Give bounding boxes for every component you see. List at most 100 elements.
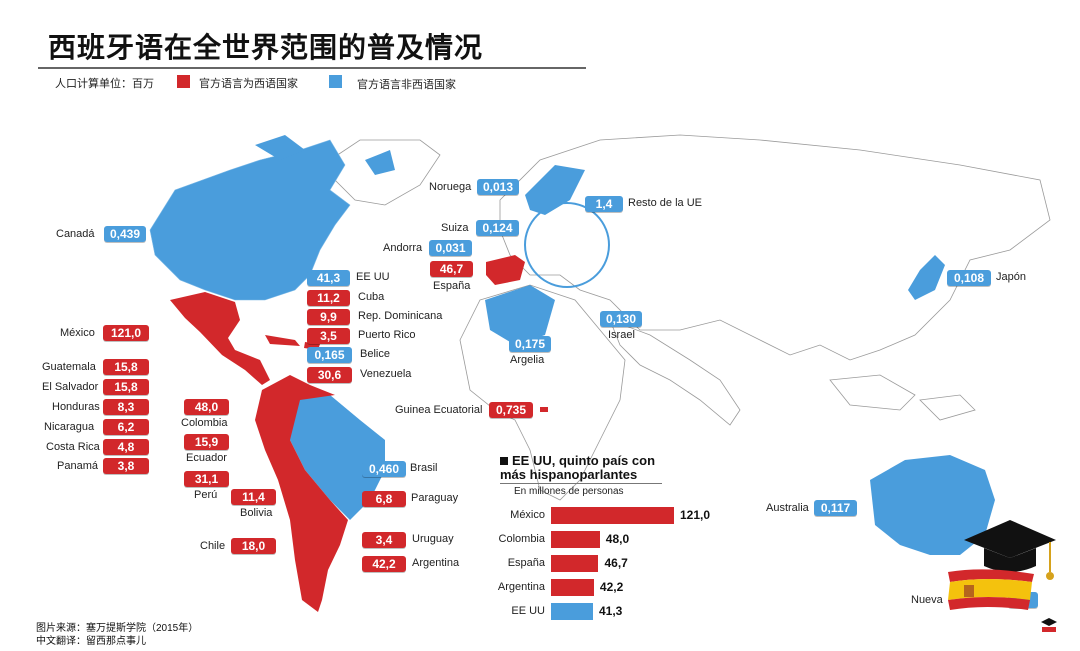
- value-tag-panama: 3,8: [103, 458, 149, 474]
- value-tag-ee-uu: 41,3: [307, 270, 350, 286]
- inset-square-marker: [500, 457, 508, 465]
- value-tag-brasil: 0,460: [362, 461, 406, 477]
- country-name-belice: Belice: [360, 348, 390, 360]
- value-tag-ecuador: 15,9: [184, 434, 229, 450]
- brazil-shape: [290, 395, 385, 520]
- inset-title: EE UU, quinto país con más hispanoparlan…: [500, 454, 655, 482]
- country-name-brasil: Brasil: [410, 462, 438, 474]
- country-name-uruguay: Uruguay: [412, 533, 454, 545]
- country-name-mexico: México: [60, 327, 95, 339]
- country-name-cuba: Cuba: [358, 291, 385, 303]
- country-name-espana: España: [433, 280, 471, 292]
- inset-bar-label: Argentina: [497, 581, 545, 593]
- mexico-shape: [170, 292, 270, 385]
- country-name-guatemala: Guatemala: [42, 361, 96, 373]
- country-name-costa-rica: Costa Rica: [46, 441, 100, 453]
- country-name-resto-de-la-ue: Resto de la UE: [628, 197, 702, 209]
- inset-bar: [551, 579, 594, 596]
- norway-shape: [525, 165, 585, 215]
- country-name-peru: Perú: [194, 489, 218, 501]
- value-tag-resto-de-la-ue: 1,4: [585, 196, 623, 212]
- spain-shape: [486, 255, 525, 285]
- value-tag-chile: 18,0: [231, 538, 276, 554]
- country-name-rep-dominicana: Rep. Dominicana: [358, 310, 443, 322]
- country-name-canada: Canadá: [56, 228, 95, 240]
- title-divider: [38, 67, 586, 69]
- value-tag-andorra: 0,031: [429, 240, 472, 256]
- value-tag-uruguay: 3,4: [362, 532, 406, 548]
- value-tag-noruega: 0,013: [477, 179, 519, 195]
- inset-bar: [551, 531, 600, 548]
- country-name-andorra: Andorra: [383, 242, 423, 254]
- source-line: 图片来源：塞万提斯学院（2015年）: [36, 623, 199, 634]
- value-tag-canada: 0,439: [104, 226, 146, 242]
- japan-shape: [908, 255, 945, 300]
- translation-line: 中文翻译：留西那点事儿: [36, 636, 146, 647]
- inset-bar-label: Colombia: [498, 533, 545, 545]
- corner-logo-icon: [1041, 618, 1057, 632]
- country-name-puerto-rico: Puerto Rico: [358, 329, 416, 341]
- graduation-cap-icon: [964, 520, 1056, 580]
- value-tag-argentina: 42,2: [362, 556, 406, 572]
- country-name-panama: Panamá: [57, 460, 98, 472]
- country-name-venezuela: Venezuela: [360, 368, 412, 380]
- value-tag-bolivia: 11,4: [231, 489, 276, 505]
- inset-subtitle: En millones de personas: [514, 486, 624, 497]
- inset-divider: [500, 483, 662, 484]
- value-tag-japon: 0,108: [947, 270, 991, 286]
- country-name-ee-uu: EE UU: [356, 271, 390, 283]
- inset-bar: [551, 507, 674, 524]
- country-name-australia: Australia: [766, 502, 809, 514]
- inset-bar-value: 42,2: [599, 580, 624, 594]
- value-tag-rep-dominicana: 9,9: [307, 309, 350, 325]
- value-tag-israel: 0,130: [600, 311, 642, 327]
- south-america-hispanic-shape: [255, 375, 348, 612]
- country-name-colombia: Colombia: [181, 417, 228, 429]
- algeria-shape: [485, 285, 555, 345]
- value-tag-honduras: 8,3: [103, 399, 149, 415]
- country-name-suiza: Suiza: [441, 222, 469, 234]
- legend-unit-note: 人口计算单位：百万: [55, 78, 154, 90]
- country-name-nicaragua: Nicaragua: [44, 421, 95, 433]
- inset-bar-value: 48,0: [605, 532, 630, 546]
- north-america-shape: [149, 139, 351, 301]
- australia-shape: [870, 455, 995, 555]
- value-tag-guatemala: 15,8: [103, 359, 149, 375]
- country-name-honduras: Honduras: [52, 401, 100, 413]
- value-tag-nicaragua: 6,2: [103, 419, 149, 435]
- country-name-noruega: Noruega: [429, 181, 472, 193]
- value-tag-belice: 0,165: [307, 347, 352, 363]
- inset-title-line1: EE UU, quinto país con: [512, 453, 656, 468]
- legend-official-swatch: [177, 75, 190, 88]
- value-tag-colombia: 48,0: [184, 399, 229, 415]
- value-tag-espana: 46,7: [430, 261, 473, 277]
- value-tag-paraguay: 6,8: [362, 491, 406, 507]
- value-tag-australia: 0,117: [814, 500, 857, 516]
- inset-bar-value: 46,7: [604, 556, 628, 570]
- eu-circle: [524, 202, 610, 288]
- country-name-chile: Chile: [200, 540, 226, 552]
- country-name-el-salvador: El Salvador: [42, 381, 99, 393]
- value-tag-puerto-rico: 3,5: [307, 328, 350, 344]
- legend-official-label: 官方语言为西语国家: [199, 78, 298, 90]
- country-name-guinea-ecuatorial: Guinea Ecuatorial: [395, 404, 483, 416]
- inset-bar-value: 121,0: [680, 508, 711, 522]
- inset-bar-label: España: [507, 557, 545, 569]
- inset-bar-value: 41,3: [598, 604, 623, 618]
- value-tag-peru: 31,1: [184, 471, 229, 487]
- inset-bar-label: EE UU: [511, 605, 545, 617]
- legend-non-official-swatch: [329, 75, 342, 88]
- legend-non-official-label: 官方语言非西语国家: [357, 79, 456, 91]
- inset-title-line2: más hispanoparlantes: [500, 467, 638, 482]
- value-tag-venezuela: 30,6: [307, 367, 352, 383]
- spain-flag-icon: [948, 569, 1034, 610]
- inset-bar: [551, 603, 593, 620]
- value-tag-suiza: 0,124: [476, 220, 519, 236]
- country-name-israel: Israel: [608, 329, 635, 341]
- value-tag-cuba: 11,2: [307, 290, 350, 306]
- country-name-argentina: Argentina: [412, 557, 460, 569]
- value-tag-costa-rica: 4,8: [103, 439, 149, 455]
- value-tag-el-salvador: 15,8: [103, 379, 149, 395]
- inset-bar-label: México: [510, 509, 545, 521]
